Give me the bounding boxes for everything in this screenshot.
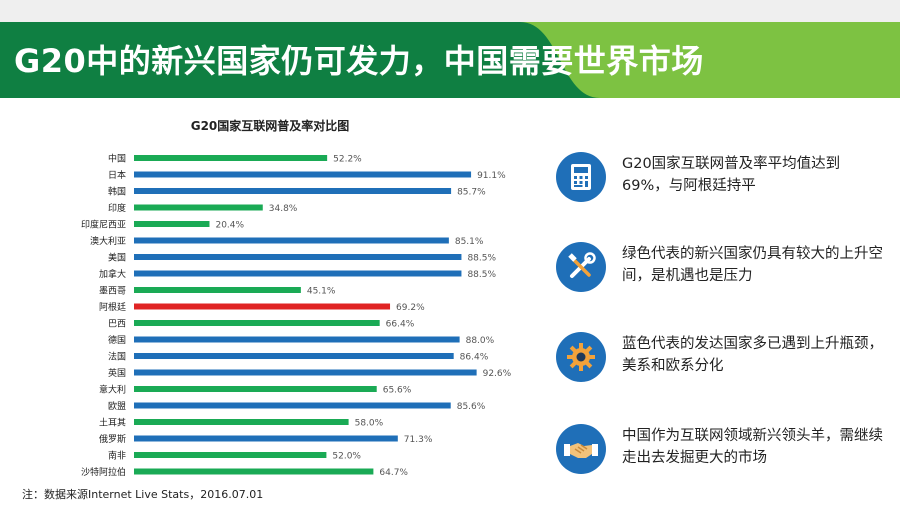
bar [134, 336, 460, 343]
chart-title: G20国家互联网普及率对比图 [191, 118, 350, 133]
category-label: 澳大利亚 [90, 235, 126, 247]
category-label: 印度 [108, 202, 126, 214]
category-label: 日本 [108, 169, 126, 181]
title-banner: G20中的新兴国家仍可发力，中国需要世界市场 [0, 22, 900, 98]
bar [134, 270, 462, 277]
point-china: 中国作为互联网领域新兴领头羊，需继续走出去发掘更大的市场 [556, 424, 886, 478]
value-label: 69.2% [396, 303, 425, 313]
bar [134, 468, 374, 475]
bar [134, 303, 391, 310]
page-title: G20中的新兴国家仍可发力，中国需要世界市场 [14, 42, 704, 80]
bar [134, 155, 328, 161]
bar [134, 221, 210, 227]
calculator-icon [556, 152, 606, 202]
category-label: 印度尼西亚 [81, 219, 126, 231]
bar [134, 188, 452, 194]
value-label: 64.7% [379, 468, 408, 478]
bar [134, 402, 451, 409]
category-label: 中国 [108, 153, 126, 165]
value-label: 34.8% [269, 204, 298, 214]
point-text: 中国作为互联网领域新兴领头羊，需继续走出去发掘更大的市场 [622, 428, 883, 466]
value-label: 88.5% [467, 270, 496, 280]
point-developed: 蓝色代表的发达国家多已遇到上升瓶颈，美系和欧系分化 [556, 332, 886, 386]
category-label: 沙特阿拉伯 [81, 466, 126, 478]
category-label: 法国 [108, 351, 126, 363]
bar [134, 369, 477, 376]
category-label: 墨西哥 [99, 286, 126, 297]
category-label: 阿根廷 [99, 301, 126, 313]
point-text: 绿色代表的新兴国家仍具有较大的上升空间，是机遇也是压力 [622, 246, 883, 284]
category-label: 土耳其 [99, 417, 126, 429]
value-label: 45.1% [307, 287, 336, 297]
bar [134, 353, 454, 359]
category-label: 韩国 [108, 186, 126, 198]
point-text: G20国家互联网普及率平均值达到69%，与阿根廷持平 [622, 156, 841, 194]
bar [134, 419, 349, 425]
point-text: 蓝色代表的发达国家多已遇到上升瓶颈，美系和欧系分化 [622, 336, 883, 374]
value-label: 88.0% [466, 336, 495, 346]
category-label: 德国 [108, 334, 126, 346]
category-label: 俄罗斯 [99, 433, 126, 445]
bar [134, 237, 449, 244]
value-label: 91.1% [477, 171, 506, 181]
value-label: 85.6% [457, 402, 486, 412]
value-label: 71.3% [404, 435, 433, 445]
value-label: 52.0% [332, 452, 361, 462]
handshake-icon [556, 424, 606, 474]
bar [134, 254, 462, 260]
value-label: 88.5% [467, 254, 496, 264]
bar [134, 386, 377, 392]
bar [134, 204, 263, 211]
category-label: 英国 [108, 367, 126, 379]
category-label: 加拿大 [99, 268, 126, 280]
value-label: 66.4% [386, 320, 415, 330]
category-label: 意大利 [99, 384, 126, 396]
value-label: 92.6% [483, 369, 512, 379]
bar [134, 171, 472, 178]
banner-background [0, 22, 900, 98]
category-label: 南非 [108, 450, 126, 462]
category-label: 欧盟 [108, 400, 126, 412]
point-average: G20国家互联网普及率平均值达到69%，与阿根廷持平 [556, 152, 886, 206]
point-emerging: 绿色代表的新兴国家仍具有较大的上升空间，是机遇也是压力 [556, 242, 886, 296]
value-label: 85.1% [455, 237, 484, 247]
category-label: 巴西 [108, 319, 126, 330]
bar [134, 435, 398, 442]
value-label: 85.7% [457, 188, 486, 198]
internet-penetration-chart: G20国家互联网普及率对比图 中国 52.2% 日本 91.1% 韩国 85.7% 印度 34… [81, 118, 512, 479]
value-label: 86.4% [460, 353, 489, 363]
top-stripe [0, 0, 900, 22]
footnote: 注：数据来源Internet Live Stats，2016.07.01 [22, 488, 264, 501]
bar [134, 287, 301, 293]
category-label: 美国 [108, 252, 126, 264]
value-label: 58.0% [355, 419, 384, 429]
value-label: 65.6% [383, 386, 412, 396]
gear-icon [556, 332, 606, 382]
bar [134, 452, 327, 458]
value-label: 52.2% [333, 155, 362, 165]
tools-icon [556, 242, 606, 292]
bar [134, 320, 380, 326]
bars-group: 中国 52.2% 日本 91.1% 韩国 85.7% 印度 34.8% 印度尼西亚 20.4% 澳大… [81, 153, 512, 479]
value-label: 20.4% [215, 221, 244, 231]
